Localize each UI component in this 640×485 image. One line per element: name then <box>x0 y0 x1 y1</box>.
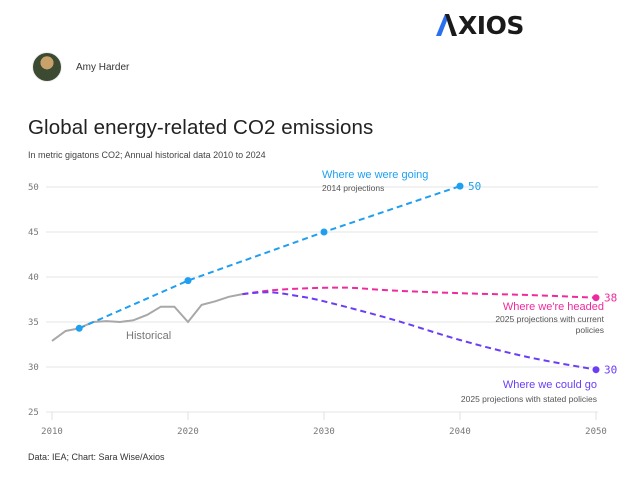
x-tick-label: 2040 <box>449 427 471 437</box>
y-tick-label: 30 <box>28 363 39 373</box>
y-tick-label: 35 <box>28 318 39 328</box>
data-point <box>320 228 328 236</box>
x-tick-label: 2020 <box>177 427 199 437</box>
chart-subtitle: In metric gigatons CO2; Annual historica… <box>28 150 266 160</box>
x-tick-label: 2030 <box>313 427 335 437</box>
where-were-headed-sublabel: policies <box>576 325 604 335</box>
end-value-label: 50 <box>468 180 481 193</box>
y-tick-label: 50 <box>28 183 39 193</box>
axios-logo-mark-icon <box>436 14 457 36</box>
where-were-headed-line <box>242 286 597 299</box>
x-tick-label: 2010 <box>41 427 63 437</box>
y-tick-label: 25 <box>28 408 39 418</box>
axios-logo-text: XIOS <box>458 10 524 40</box>
where-we-were-going-label: Where we were going <box>322 169 428 181</box>
data-point <box>456 182 464 190</box>
source-note: Data: IEA; Chart: Sara Wise/Axios <box>28 452 165 462</box>
historical-label: Historical <box>126 330 171 342</box>
end-value-label: 30 <box>604 364 617 377</box>
data-point <box>592 294 600 302</box>
data-point <box>184 277 192 285</box>
where-we-could-go-line <box>242 291 597 371</box>
axios-logo[interactable]: XIOS <box>436 10 524 40</box>
author-byline: Amy Harder <box>32 52 129 82</box>
chart-title: Global energy-related CO2 emissions <box>28 116 374 139</box>
where-we-could-go-label: Where we could go <box>503 379 597 391</box>
where-we-were-going-sublabel: 2014 projections <box>322 183 384 193</box>
where-were-headed-sublabel: 2025 projections with current <box>495 314 604 324</box>
data-point <box>75 324 83 332</box>
x-tick-label: 2050 <box>585 427 607 437</box>
y-tick-label: 45 <box>28 228 39 238</box>
where-we-were-going-line <box>78 185 461 330</box>
data-point <box>592 366 600 374</box>
where-we-could-go-sublabel: 2025 projections with stated policies <box>461 394 597 404</box>
end-value-label: 38 <box>604 292 617 305</box>
where-were-headed-label: Where we're headed <box>503 301 604 313</box>
y-tick-label: 40 <box>28 273 39 283</box>
author-name[interactable]: Amy Harder <box>76 61 130 73</box>
avatar[interactable] <box>32 52 62 82</box>
